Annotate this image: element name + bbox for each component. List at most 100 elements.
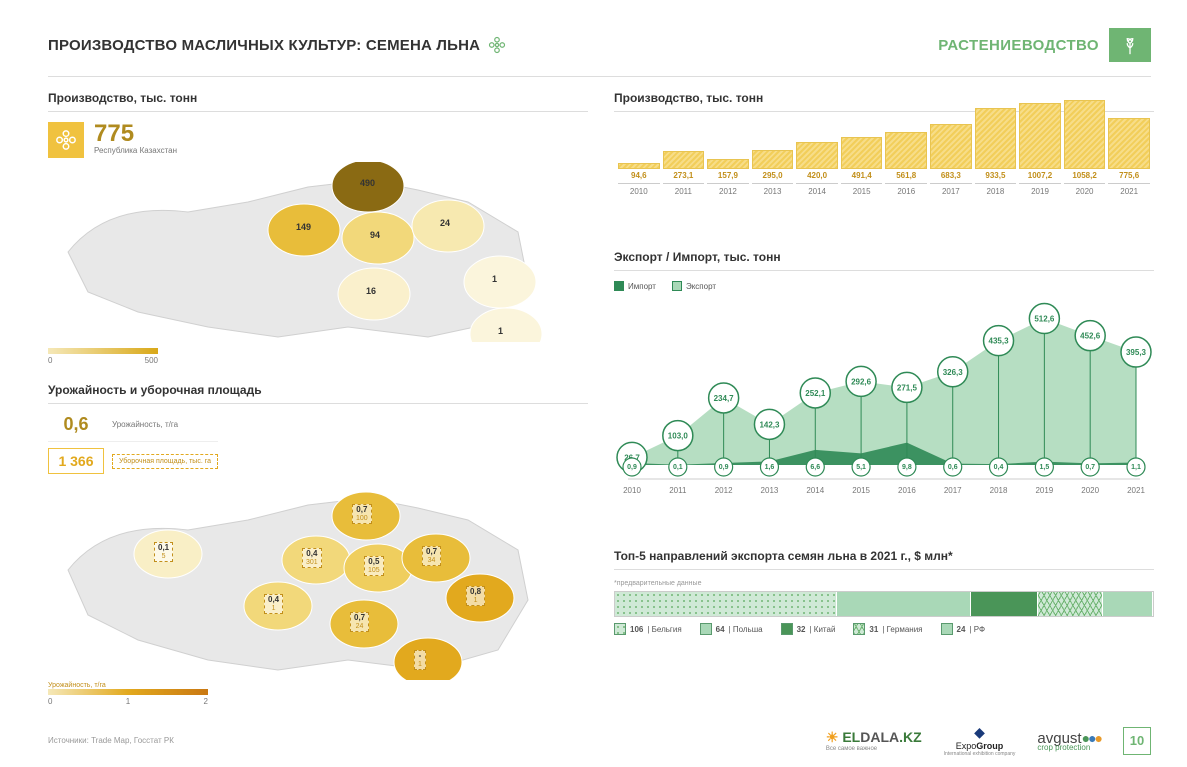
svg-text:252,1: 252,1 xyxy=(805,389,826,398)
svg-text:2020: 2020 xyxy=(1081,486,1099,495)
svg-text:1,6: 1,6 xyxy=(765,464,775,471)
production-total-label: Республика Казахстан xyxy=(94,146,177,156)
yield-region-box: 0,15 xyxy=(154,542,173,562)
page-footer: Источники: Trade Map, Госстат РК ☀ ELDAL… xyxy=(48,724,1151,757)
svg-text:6,6: 6,6 xyxy=(810,464,820,471)
svg-text:435,3: 435,3 xyxy=(989,337,1010,346)
yield-region-box: 0,734 xyxy=(422,546,441,566)
yield-region-box: 0,724 xyxy=(350,612,369,632)
production-map-panel: Производство, тыс. тонн 775 Республика К… xyxy=(48,91,588,365)
scale-min: 0 xyxy=(48,356,52,365)
yscale-0: 0 xyxy=(48,697,52,706)
area-label: Уборочная площадь, тыс. га xyxy=(112,454,218,469)
yield-region-box: 0,7100 xyxy=(352,504,372,524)
area-value: 1 366 xyxy=(48,448,104,474)
top5-title: Топ-5 направлений экспорта семян льна в … xyxy=(614,549,1154,563)
bar: 933,52018 xyxy=(975,108,1017,196)
svg-text:2016: 2016 xyxy=(898,486,916,495)
bar-chart-panel: Производство, тыс. тонн 94,62010273,1201… xyxy=(614,91,1154,250)
ei-title: Экспорт / Импорт, тыс. тонн xyxy=(614,250,1154,264)
yield-region-box: 0,41 xyxy=(264,594,283,614)
region-value: 1 xyxy=(498,326,503,336)
export-import-panel: Экспорт / Импорт, тыс. тонн Импорт Экспо… xyxy=(614,250,1154,549)
top5-legend-item: 106 | Бельгия xyxy=(614,623,682,635)
svg-text:2017: 2017 xyxy=(944,486,962,495)
bar: 94,62010 xyxy=(618,163,660,196)
top5-legend-item: 31 | Германия xyxy=(853,623,922,635)
svg-text:234,7: 234,7 xyxy=(714,394,735,403)
scale-max: 500 xyxy=(145,356,158,365)
top5-segment xyxy=(971,592,1038,616)
bar: 420,02014 xyxy=(796,142,838,196)
page-number: 10 xyxy=(1123,727,1151,755)
bar: 273,12011 xyxy=(663,151,705,196)
svg-text:2018: 2018 xyxy=(990,486,1008,495)
region-value: 24 xyxy=(440,218,450,228)
yield-region-box: 0,5105 xyxy=(364,556,384,576)
yield-region-box: 0,4301 xyxy=(302,548,322,568)
svg-text:2013: 2013 xyxy=(761,486,779,495)
yield-label: Урожайность, т/га xyxy=(112,420,178,429)
svg-text:5,1: 5,1 xyxy=(856,464,866,471)
production-total: 775 xyxy=(94,122,177,146)
flax-flower-icon xyxy=(488,36,506,54)
svg-text:0,7: 0,7 xyxy=(1085,464,1095,471)
bar: 1007,22019 xyxy=(1019,103,1061,196)
bar: 1058,22020 xyxy=(1064,100,1106,196)
region-value: 490 xyxy=(360,178,375,188)
yield-gradient xyxy=(48,689,208,695)
page-title: ПРОИЗВОДСТВО МАСЛИЧНЫХ КУЛЬТУР: СЕМЕНА Л… xyxy=(48,37,480,54)
top5-note: *предварительные данные xyxy=(614,580,1154,587)
svg-text:142,3: 142,3 xyxy=(759,420,780,429)
svg-text:2015: 2015 xyxy=(852,486,870,495)
logo-expo: ◆ ExpoGroup International exhibition com… xyxy=(944,724,1016,757)
svg-text:2012: 2012 xyxy=(715,486,733,495)
top5-legend-item: 32 | Китай xyxy=(781,623,836,635)
bar: 491,42015 xyxy=(841,137,883,196)
sources-text: Источники: Trade Map, Госстат РК xyxy=(48,736,174,745)
svg-text:452,6: 452,6 xyxy=(1080,332,1101,341)
top5-panel: Топ-5 направлений экспорта семян льна в … xyxy=(614,549,1154,635)
svg-text:0,9: 0,9 xyxy=(719,464,729,471)
yscale-1: 1 xyxy=(126,697,130,706)
yield-map-panel: Урожайность и уборочная площадь 0,6 Урож… xyxy=(48,383,588,706)
bar: 775,62021 xyxy=(1108,118,1150,196)
svg-text:2010: 2010 xyxy=(623,486,641,495)
svg-text:2021: 2021 xyxy=(1127,486,1145,495)
top5-bar xyxy=(614,591,1154,617)
region-value: 149 xyxy=(296,222,311,232)
svg-text:1,1: 1,1 xyxy=(1131,464,1141,471)
page-header: ПРОИЗВОДСТВО МАСЛИЧНЫХ КУЛЬТУР: СЕМЕНА Л… xyxy=(48,28,1151,62)
svg-text:512,6: 512,6 xyxy=(1034,315,1055,324)
logo-avgust: avgust●●● crop protection xyxy=(1037,730,1101,752)
category-label: РАСТЕНИЕВОДСТВО xyxy=(938,37,1099,54)
yscale-2: 2 xyxy=(204,697,208,706)
production-title: Производство, тыс. тонн xyxy=(48,91,588,105)
svg-text:0,1: 0,1 xyxy=(673,464,683,471)
bar: 157,92012 xyxy=(707,159,749,196)
bar: 561,82016 xyxy=(885,132,927,196)
yield-gradient-label: Урожайность, т/га xyxy=(48,682,588,689)
svg-text:9,8: 9,8 xyxy=(902,464,912,471)
top5-segment xyxy=(1038,592,1103,616)
bar: 295,02013 xyxy=(752,150,794,196)
region-value: 1 xyxy=(492,274,497,284)
top5-legend-item: 64 | Польша xyxy=(700,623,763,635)
svg-text:1,5: 1,5 xyxy=(1039,464,1049,471)
region-value: 16 xyxy=(366,286,376,296)
yield-region-box: 0,81 xyxy=(466,586,485,606)
production-map: 49014994241611 xyxy=(48,162,588,342)
top5-segment xyxy=(1103,592,1153,616)
top5-segment xyxy=(837,592,971,616)
svg-text:292,6: 292,6 xyxy=(851,377,872,386)
bar: 683,32017 xyxy=(930,124,972,196)
wheat-icon xyxy=(1109,28,1151,62)
svg-text:0,4: 0,4 xyxy=(994,464,1004,471)
yield-title: Урожайность и уборочная площадь xyxy=(48,383,588,397)
legend-export: Экспорт xyxy=(672,281,716,291)
svg-text:0,6: 0,6 xyxy=(948,464,958,471)
yield-value: 0,6 xyxy=(48,414,104,435)
svg-text:2019: 2019 xyxy=(1035,486,1053,495)
svg-text:326,3: 326,3 xyxy=(943,368,964,377)
legend-import: Импорт xyxy=(614,281,656,291)
